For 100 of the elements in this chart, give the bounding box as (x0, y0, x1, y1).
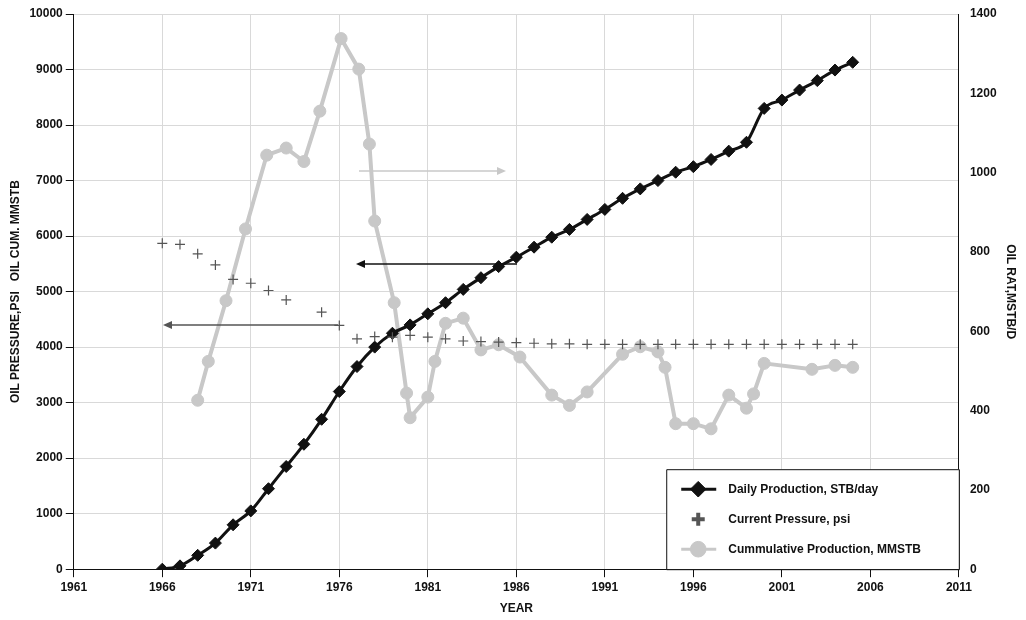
y2-tick-label: 600 (969, 323, 991, 338)
y-tick-label: 1000 (36, 505, 64, 520)
y2-tick-label: 200 (969, 482, 991, 497)
point (652, 338, 664, 350)
y-tick-label: 5000 (36, 283, 64, 298)
y-tick-label: 9000 (36, 61, 64, 76)
point (828, 358, 842, 372)
point (260, 148, 274, 162)
point (245, 277, 257, 289)
point (651, 174, 665, 188)
point (316, 306, 328, 318)
point (528, 337, 540, 349)
point (262, 482, 275, 496)
point (362, 137, 376, 151)
point (739, 135, 753, 149)
point (757, 101, 771, 115)
x-tick-label: 1996 (680, 579, 708, 594)
point (332, 385, 346, 399)
point (262, 284, 275, 297)
point (208, 536, 222, 550)
y-tick-label: 8000 (36, 117, 64, 132)
point (599, 338, 611, 350)
y2-tick-label: 1400 (969, 6, 997, 21)
y-tick-label: 6000 (36, 228, 64, 243)
y2-tick-label: 800 (969, 244, 991, 259)
point (475, 335, 487, 348)
point (757, 356, 771, 370)
point (846, 55, 860, 69)
point (404, 329, 416, 342)
point (457, 335, 469, 347)
point (350, 360, 364, 374)
point (421, 307, 435, 321)
x-tick-label: 1986 (502, 579, 531, 594)
legend-label: Cummulative Production, MMSTB (728, 541, 922, 556)
point (368, 340, 382, 354)
point (739, 401, 753, 415)
y2-tick-label: 400 (969, 402, 991, 417)
point (580, 212, 594, 226)
point (238, 222, 252, 236)
point (280, 294, 292, 306)
x-tick-label: 1981 (414, 579, 442, 594)
point (810, 74, 824, 88)
y2-tick-label: 0 (969, 561, 977, 576)
point (546, 338, 558, 350)
point (421, 390, 435, 404)
x-tick-label: 1961 (60, 579, 88, 594)
point (581, 338, 593, 350)
point (545, 388, 559, 402)
point (686, 160, 700, 174)
point (704, 152, 718, 166)
point (758, 338, 770, 350)
point (793, 83, 807, 97)
point (474, 271, 488, 285)
point (403, 318, 417, 332)
point (686, 417, 700, 431)
point (439, 316, 453, 330)
point (828, 63, 842, 77)
point (474, 343, 488, 357)
point (669, 165, 683, 179)
y-tick-label: 2000 (36, 450, 64, 465)
point (513, 350, 527, 364)
y-tick-label: 0 (56, 561, 64, 576)
point (829, 338, 841, 350)
point (368, 214, 382, 228)
point (598, 202, 612, 216)
point (313, 104, 327, 118)
point (723, 338, 735, 350)
point (805, 362, 819, 376)
point (439, 296, 453, 310)
x-tick-label: 2011 (945, 579, 973, 594)
point (403, 411, 417, 425)
point (740, 338, 753, 350)
point (315, 412, 329, 426)
point (352, 62, 366, 76)
point (439, 333, 452, 345)
point (456, 282, 470, 296)
point (776, 338, 788, 350)
point (669, 417, 683, 431)
point (580, 385, 594, 399)
y2-tick-label: 1200 (969, 85, 997, 100)
point (386, 331, 399, 343)
point (400, 386, 414, 400)
point (847, 338, 859, 350)
y-tick-label: 3000 (36, 394, 64, 409)
point (226, 518, 240, 532)
legend-label: Daily Production, STB/day (728, 481, 879, 496)
y2-axis-title: OIL RAT,MSTB/D (1004, 244, 1019, 340)
point (616, 347, 630, 361)
point (493, 336, 505, 348)
point (527, 240, 541, 254)
point (651, 345, 665, 359)
point (156, 237, 168, 249)
point (279, 459, 293, 473)
point (793, 338, 806, 350)
point (670, 338, 682, 350)
point (244, 504, 258, 518)
point (811, 338, 823, 350)
point (658, 360, 672, 374)
point (428, 354, 442, 368)
point (387, 296, 401, 310)
